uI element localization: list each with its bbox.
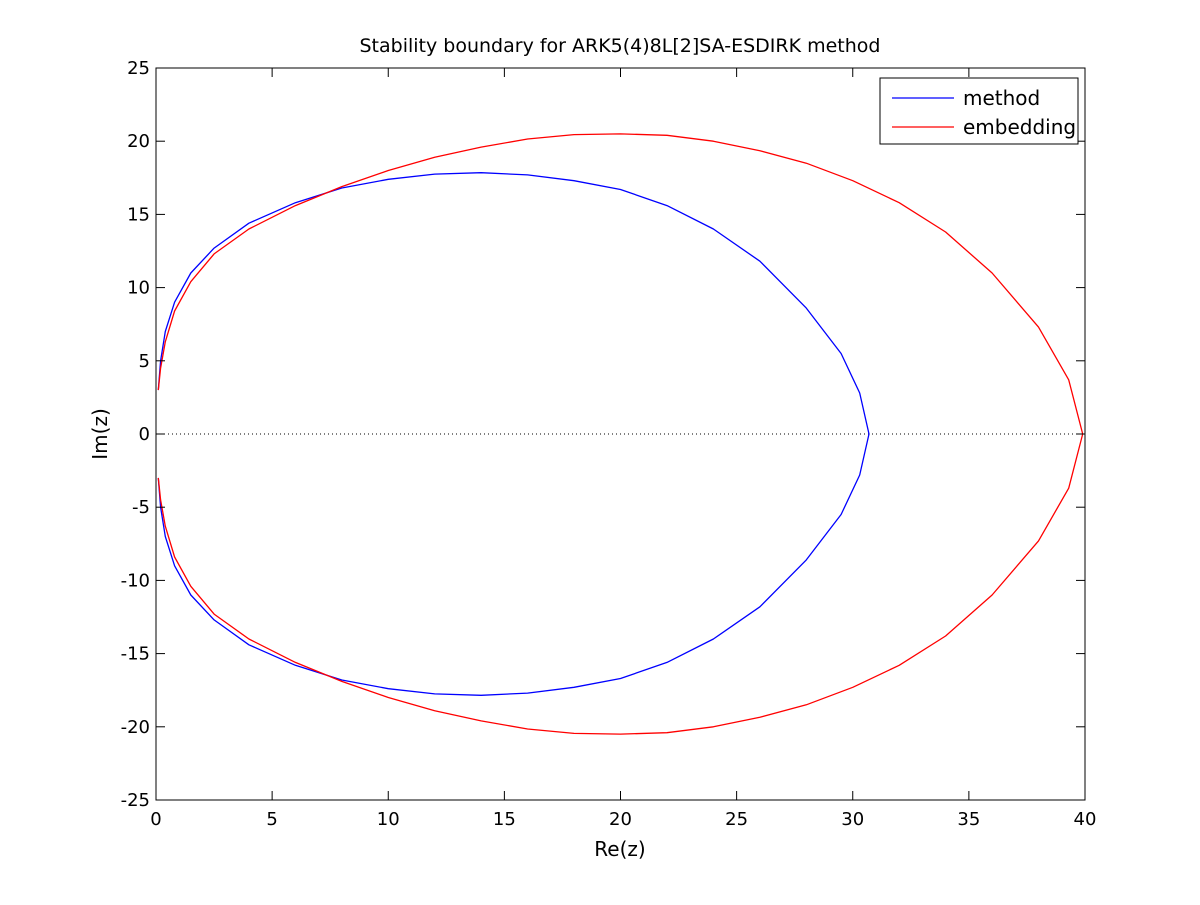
x-tick-label: 40 <box>1074 809 1097 830</box>
y-tick-label: 20 <box>127 131 150 152</box>
chart-title: Stability boundary for ARK5(4)8L[2]SA-ES… <box>360 35 881 57</box>
x-tick-label: 10 <box>377 809 400 830</box>
series-line-method <box>157 172 870 696</box>
x-tick-label: 15 <box>493 809 516 830</box>
x-axis-label: Re(z) <box>594 837 645 861</box>
y-tick-label: 25 <box>127 58 150 79</box>
y-tick-label: 5 <box>139 351 150 372</box>
x-tick-label: 30 <box>841 809 864 830</box>
y-tick-label: -25 <box>121 790 150 811</box>
legend-label-embedding: embedding <box>963 115 1076 139</box>
y-tick-label: -20 <box>121 717 150 738</box>
x-tick-label: 25 <box>725 809 748 830</box>
y-tick-label: -10 <box>121 570 150 591</box>
y-tick-label: -15 <box>121 644 150 665</box>
legend-box <box>879 77 1079 145</box>
y-tick-label: 0 <box>139 424 150 445</box>
y-axis-label: Im(z) <box>88 408 112 459</box>
y-tick-label: -5 <box>132 497 150 518</box>
legend-label-method: method <box>963 86 1040 110</box>
x-tick-label: 0 <box>150 809 161 830</box>
y-tick-label: 10 <box>127 278 150 299</box>
x-tick-label: 20 <box>609 809 632 830</box>
x-tick-label: 5 <box>266 809 277 830</box>
x-tick-label: 35 <box>957 809 980 830</box>
y-tick-label: 15 <box>127 204 150 225</box>
